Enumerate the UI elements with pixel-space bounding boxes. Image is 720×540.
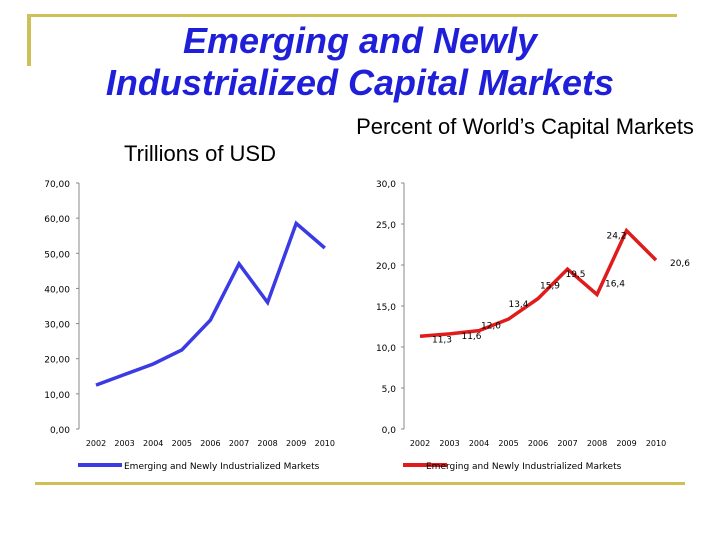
right-chart-legend-label: Emerging and Newly Industrialized Market… bbox=[426, 462, 622, 472]
right-chart-xtick-label: 2010 bbox=[646, 439, 666, 448]
left-chart-xtick-label: 2003 bbox=[114, 439, 134, 448]
right-chart-data-label: 15,9 bbox=[540, 282, 560, 292]
accent-bar-vertical bbox=[27, 14, 31, 66]
accent-rule-bottom bbox=[35, 482, 685, 485]
right-chart-ytick-label: 25,0 bbox=[376, 221, 396, 231]
right-chart-ytick-label: 30,0 bbox=[376, 180, 396, 190]
left-chart-ytick-label: 30,00 bbox=[44, 321, 70, 331]
right-chart-ytick-label: 20,0 bbox=[376, 262, 396, 272]
right-chart-data-label: 13,4 bbox=[508, 300, 528, 310]
right-chart-ytick-label: 15,0 bbox=[376, 303, 396, 313]
right-chart-xtick-label: 2003 bbox=[439, 439, 459, 448]
left-chart-xtick-label: 2010 bbox=[315, 439, 335, 448]
right-chart-data-label: 24,2 bbox=[606, 232, 626, 242]
right-chart-series-line bbox=[419, 227, 658, 339]
left-chart-series-line bbox=[95, 220, 326, 387]
left-chart-ytick-label: 40,00 bbox=[44, 285, 70, 295]
left-chart-ytick-label: 10,00 bbox=[44, 391, 70, 401]
right-chart-xtick-label: 2009 bbox=[616, 439, 636, 448]
right-chart-data-label: 11,3 bbox=[432, 335, 452, 345]
left-chart-ytick-label: 50,00 bbox=[44, 250, 70, 260]
right-chart-xtick-label: 2007 bbox=[557, 439, 577, 448]
right-chart-xtick-label: 2006 bbox=[528, 439, 548, 448]
right-chart-xtick-label: 2004 bbox=[469, 439, 489, 448]
left-chart-xtick-label: 2009 bbox=[286, 439, 306, 448]
left-chart-title: Trillions of USD bbox=[124, 141, 276, 166]
slide-title: Emerging and Newly Industrialized Capita… bbox=[0, 20, 720, 104]
right-chart-title: Percent of World’s Capital Markets bbox=[356, 114, 694, 139]
right-chart-xtick-label: 2002 bbox=[410, 439, 430, 448]
slide-title-line2: Industrialized Capital Markets bbox=[105, 62, 615, 103]
left-chart-legend-label: Emerging and Newly Industrialized Market… bbox=[124, 462, 320, 472]
left-chart-xtick-label: 2002 bbox=[86, 439, 106, 448]
slide-title-line1: Emerging and Newly bbox=[182, 20, 538, 61]
left-chart-ytick-label: 0,00 bbox=[50, 426, 70, 436]
left-chart-ytick-label: 70,00 bbox=[44, 180, 70, 190]
left-chart-xtick-label: 2004 bbox=[143, 439, 163, 448]
right-chart-ytick-label: 5,0 bbox=[382, 385, 397, 395]
left-chart-xtick-label: 2007 bbox=[229, 439, 249, 448]
left-chart-xtick-label: 2008 bbox=[257, 439, 277, 448]
right-chart-data-label: 20,6 bbox=[670, 259, 690, 269]
left-chart-ytick-label: 20,00 bbox=[44, 356, 70, 366]
left-chart-ytick-label: 60,00 bbox=[44, 215, 70, 225]
accent-rule-top bbox=[27, 14, 677, 17]
right-chart-data-label: 16,4 bbox=[605, 280, 625, 290]
right-chart-xtick-label: 2008 bbox=[587, 439, 607, 448]
left-chart-xtick-label: 2006 bbox=[200, 439, 220, 448]
right-chart-ytick-label: 10,0 bbox=[376, 344, 396, 354]
right-chart-data-label: 19,5 bbox=[565, 270, 585, 280]
right-chart-xtick-label: 2005 bbox=[498, 439, 518, 448]
right-chart-data-label: 11,6 bbox=[461, 332, 481, 342]
right-chart-data-label: 12,0 bbox=[481, 322, 501, 332]
left-chart-xtick-label: 2005 bbox=[172, 439, 192, 448]
right-chart-ytick-label: 0,0 bbox=[382, 426, 397, 436]
